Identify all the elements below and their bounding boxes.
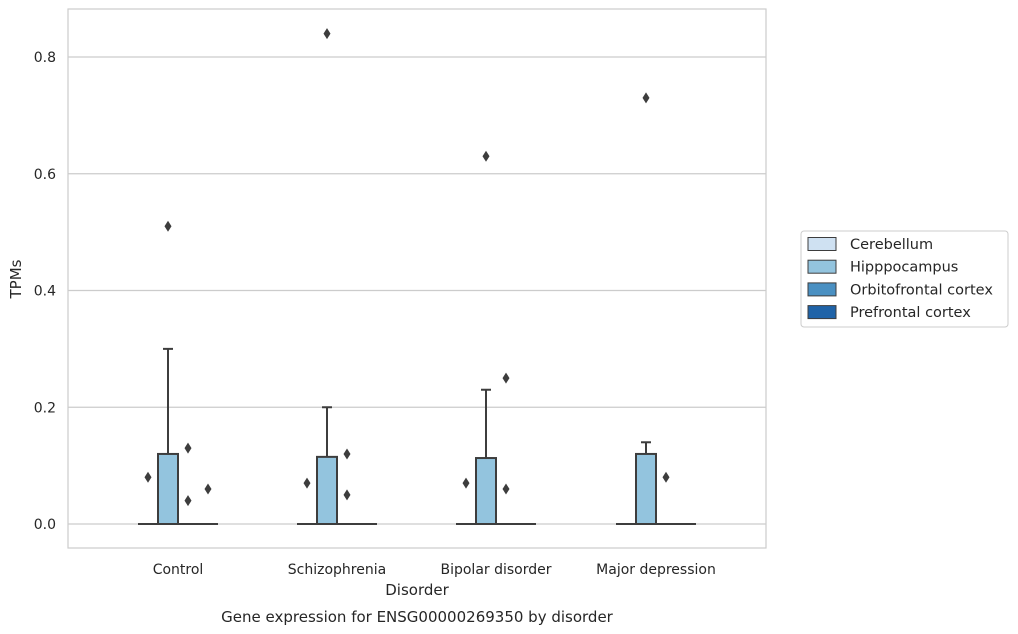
legend-swatch: [807, 282, 837, 297]
outlier-point: [662, 471, 670, 483]
x-tick-label: Schizophrenia: [288, 562, 386, 578]
y-tick-label: 0.0: [34, 517, 56, 533]
box-group: [656, 471, 676, 525]
y-tick-label: 0.2: [34, 400, 56, 416]
outlier-point: [642, 92, 650, 104]
box: [475, 457, 497, 526]
plot-frame: [67, 8, 767, 549]
outlier-point: [323, 28, 331, 40]
x-tick-label: Major depression: [596, 562, 716, 578]
box-group: [198, 483, 218, 525]
box-group: [138, 471, 158, 525]
legend-label: Cerebellum: [850, 237, 933, 253]
y-tick-label: 0.8: [34, 50, 56, 66]
x-tick-label: Bipolar disorder: [440, 562, 551, 578]
box-group: [475, 150, 497, 526]
boxes: [138, 28, 696, 526]
x-axis-label: Disorder: [385, 581, 449, 599]
legend-swatch: [807, 237, 837, 251]
legend-label: Hipppocampus: [850, 260, 958, 276]
box: [635, 452, 657, 526]
box-group: [297, 477, 317, 525]
outlier-point: [343, 489, 351, 501]
outlier-point: [482, 150, 490, 162]
legend-swatch: [807, 259, 837, 274]
legend-label: Orbitofrontal cortex: [850, 282, 993, 298]
box-group: [178, 442, 198, 525]
outlier-point: [502, 483, 510, 495]
legend-label: Prefrontal cortex: [850, 305, 971, 321]
legend-frame: [800, 230, 1009, 328]
box-group: [456, 477, 476, 525]
outlier-point: [303, 477, 311, 489]
y-tick-label: 0.4: [34, 284, 56, 300]
y-tick-label: 0.6: [34, 167, 56, 183]
legend-swatch: [807, 305, 837, 320]
chart-caption: Gene expression for ENSG00000269350 by d…: [221, 608, 614, 626]
box-group: [496, 372, 516, 525]
box: [316, 455, 338, 525]
outlier-point: [144, 471, 152, 483]
box: [157, 452, 179, 526]
box-group: [316, 28, 338, 525]
outlier-point: [343, 448, 351, 460]
outlier-point: [184, 442, 192, 454]
outlier-point: [164, 220, 172, 232]
outlier-point: [502, 372, 510, 384]
box-group: [337, 448, 357, 525]
outlier-point: [184, 495, 192, 507]
y-axis-label: TPMs: [7, 259, 25, 299]
box-group: [635, 92, 657, 526]
outlier-point: [204, 483, 212, 495]
legend: Cerebellum Hipppocampus Orbitofrontal cort…: [800, 230, 1009, 328]
outlier-point: [462, 477, 470, 489]
box-group: [157, 220, 179, 526]
x-tick-labels: Control Schizophrenia Bipolar disorder Majo…: [153, 562, 716, 578]
y-tick-labels: 0.0 0.2 0.4 0.6 0.8: [34, 50, 56, 533]
x-tick-label: Control: [153, 562, 204, 578]
